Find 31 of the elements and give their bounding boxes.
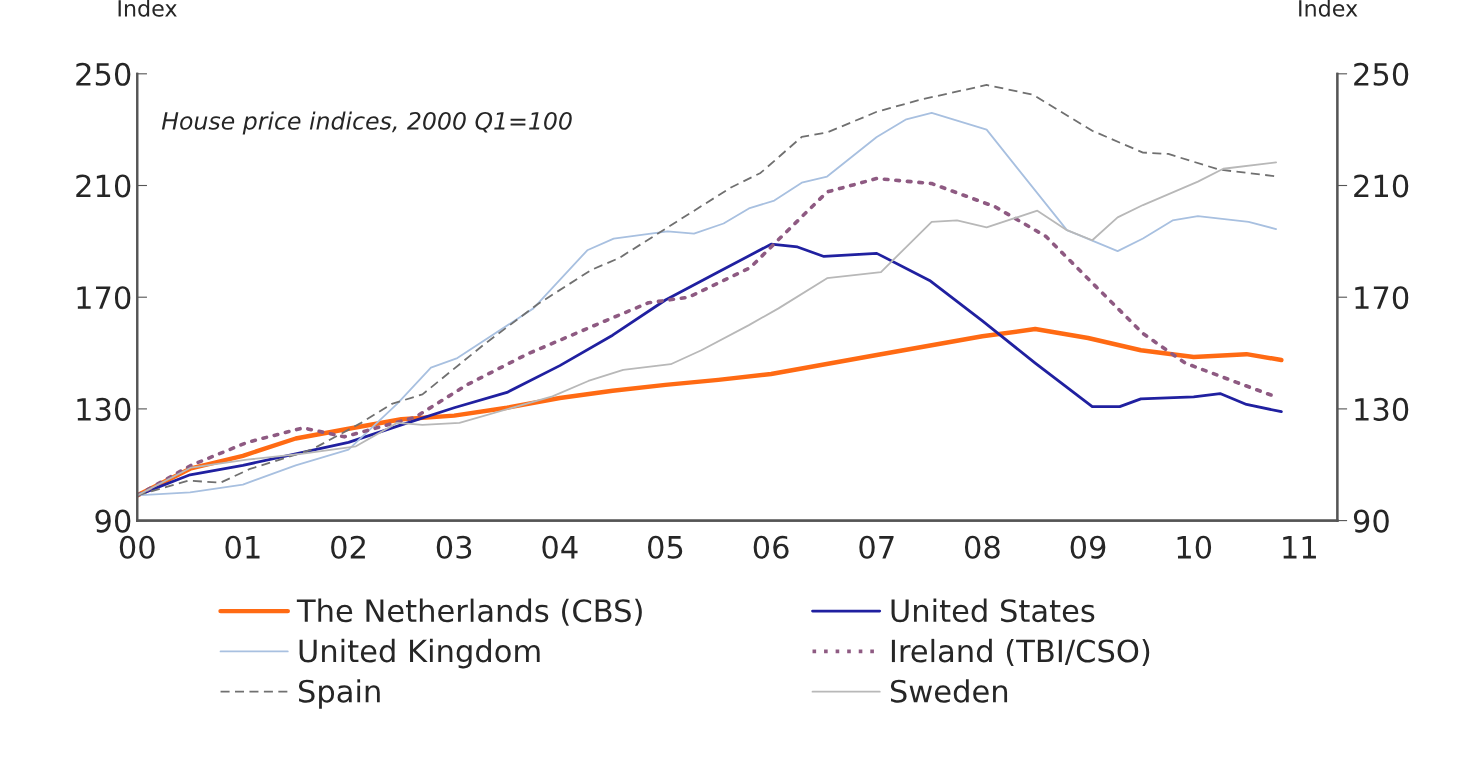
legend-label: Sweden [890,679,1008,703]
x-tick-label: 02 [331,535,365,559]
y2-tick-label: 170 [1355,286,1409,310]
x-tick-label: 09 [1070,535,1106,559]
x-tick-label: 08 [964,535,1000,559]
y-tick-label: 170 [77,286,131,310]
y2-tick-label: 130 [1355,397,1409,421]
legend-label: Spain [298,679,380,709]
x-tick-label: 03 [436,535,472,559]
legend-label: United Kingdom [299,638,540,669]
y-axis-title: Index [118,0,177,17]
x-tick-label: 07 [859,535,894,559]
x-tick-label: 01 [225,535,260,559]
legend-label: The Netherlands (CBS) [296,598,642,626]
x-tick-label: 00 [119,535,155,559]
x-tick-label: 10 [1177,535,1212,559]
y-tick-label: 130 [77,397,131,421]
y2-tick-label: 250 [1354,62,1409,86]
legend-label: United States [891,598,1095,623]
annotation: House price indices, 2000 Q1=100 [161,111,572,135]
x-tick-label: 11 [1283,536,1316,559]
x-tick-label: 06 [753,535,789,559]
x-tick-label: 05 [648,535,683,559]
y2-axis-title: Index [1299,0,1358,17]
y-tick-label: 210 [76,174,131,198]
y-tick-label: 90 [95,509,131,533]
legend-label: Ireland (TBI/CSO) [891,638,1150,667]
y-tick-label: 250 [76,62,131,86]
y2-tick-label: 90 [1353,509,1389,533]
x-tick-label: 04 [542,535,578,559]
y2-tick-label: 210 [1354,174,1409,198]
